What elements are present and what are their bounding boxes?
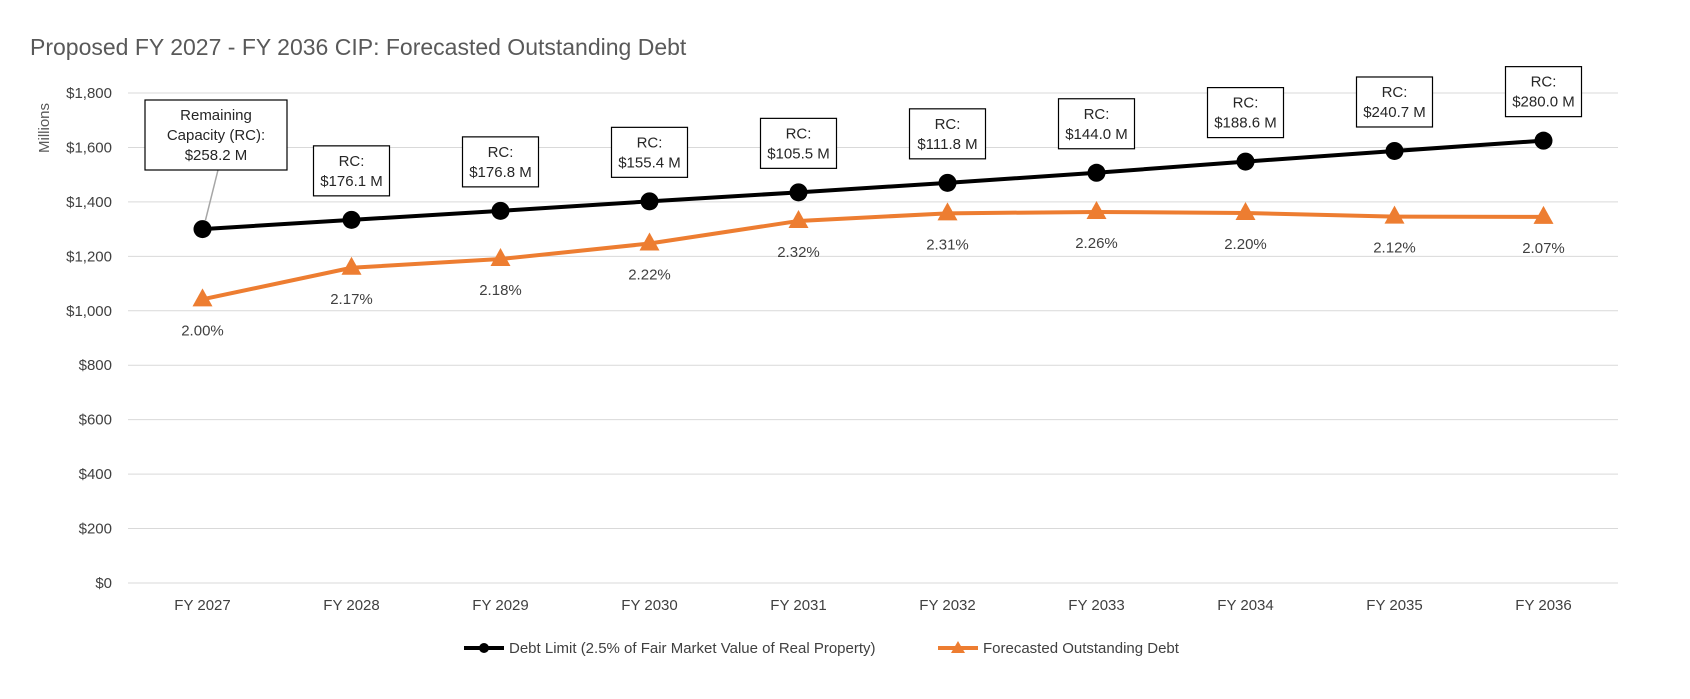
y-axis-ticks: $0 $200 $400 $600 $800 $1,000 $1,200 $1,400 $1,6… [66,85,112,592]
forecasted-debt-line [202,209,1544,302]
rc-callout-box [144,99,288,171]
legend: Debt Limit (2.5% of Fair Market Value of… [464,640,1180,657]
x-tick-label: FY 2029 [472,597,528,614]
x-tick-label: FY 2034 [1217,597,1273,614]
forecasted-debt-point [490,248,511,267]
forecasted-debt-point [1086,200,1107,219]
percent-data-label: 2.26% [1075,235,1118,252]
y-tick-label: $400 [79,466,112,483]
forecasted-debt-point [1235,202,1256,221]
legend-marker-debt-limit [479,643,489,653]
rc-callout-box [1355,76,1434,128]
forecasted-debt-point [788,209,809,228]
y-tick-label: $200 [79,521,112,538]
forecasted-debt-point [192,288,213,307]
legend-marker-forecasted-debt [951,641,965,653]
x-tick-label: FY 2032 [919,597,975,614]
x-tick-label: FY 2027 [174,597,230,614]
forecasted-debt-point [937,202,958,221]
debt-limit-point [491,201,510,220]
percent-data-label: 2.22% [628,267,671,284]
rc-callout-label: RC: $176.8 M [469,144,532,181]
rc-callout-label: RC: $240.7 M [1363,84,1426,121]
y-tick-label: $0 [95,575,112,592]
debt-limit-point [640,192,659,211]
percent-data-label: 2.00% [181,322,224,339]
percent-data-label: 2.12% [1373,240,1416,257]
rc-callout-label: Remaining Capacity (RC): $258.2 M [167,107,265,164]
forecasted-debt-point [639,232,660,251]
percent-data-label: 2.20% [1224,236,1267,253]
y-tick-label: $1,200 [66,248,112,265]
rc-callout-box [312,145,391,197]
rc-callout-label: RC: $188.6 M [1214,95,1277,132]
rc-callout-box [908,108,987,160]
debt-limit-point [938,173,957,192]
y-tick-label: $800 [79,357,112,374]
y-axis-label: Millions [36,103,53,153]
rc-callout-box [1206,86,1285,139]
x-tick-label: FY 2036 [1515,597,1571,614]
rc-callout-label: RC: $280.0 M [1512,74,1575,111]
percent-data-label: 2.32% [777,244,820,261]
callout-labels: 2.00% 2.17% 2.18% 2.22% 2.32% 2.31% 2.26% 2.20%… [144,66,1583,339]
x-tick-label: FY 2030 [621,597,677,614]
percent-data-label: 2.18% [479,282,522,299]
callout-leader-line [204,169,219,221]
y-tick-label: $1,400 [66,194,112,211]
x-tick-label: FY 2028 [323,597,379,614]
y-tick-label: $1,800 [66,85,112,102]
rc-callout-label: RC: $155.4 M [618,134,681,171]
debt-limit-point [1385,141,1404,160]
rc-callout-box [610,126,689,178]
percent-data-label: 2.17% [330,291,373,308]
legend-label-forecasted-debt: Forecasted Outstanding Debt [983,640,1180,657]
rc-callout-label: RC: $105.5 M [767,125,830,162]
x-tick-label: FY 2035 [1366,597,1422,614]
y-tick-label: $1,600 [66,139,112,156]
debt-limit-point [789,183,808,202]
x-tick-label: FY 2033 [1068,597,1124,614]
rc-callout-box [461,136,540,188]
rc-callout-box [759,117,838,169]
forecasted-debt-point [1533,205,1554,224]
debt-limit-point [193,220,212,239]
series-lines [192,131,1554,307]
rc-callout-label: RC: $111.8 M [917,116,977,153]
chart-title: Proposed FY 2027 - FY 2036 CIP: Forecast… [30,34,687,60]
rc-callout-box [1504,66,1583,118]
rc-callout-label: RC: $144.0 M [1065,106,1128,143]
percent-data-label: 2.31% [926,236,969,253]
forecasted-debt-point [1384,205,1405,224]
debt-limit-point [1534,131,1553,150]
forecasted-debt-point [341,256,362,275]
percent-data-label: 2.07% [1522,240,1565,257]
debt-limit-point [342,210,361,229]
x-tick-label: FY 2031 [770,597,826,614]
debt-limit-point [1087,163,1106,182]
debt-limit-line [202,138,1544,232]
legend-label-debt-limit: Debt Limit (2.5% of Fair Market Value of… [509,640,876,657]
rc-callout-box [1057,98,1136,150]
debt-limit-point [1236,152,1255,171]
x-axis-ticks: FY 2027 FY 2028 FY 2029 FY 2030 FY 2031 FY 20… [174,597,1571,614]
y-tick-label: $600 [79,412,112,429]
y-tick-label: $1,000 [66,303,112,320]
rc-callout-label: RC: $176.1 M [320,153,383,190]
